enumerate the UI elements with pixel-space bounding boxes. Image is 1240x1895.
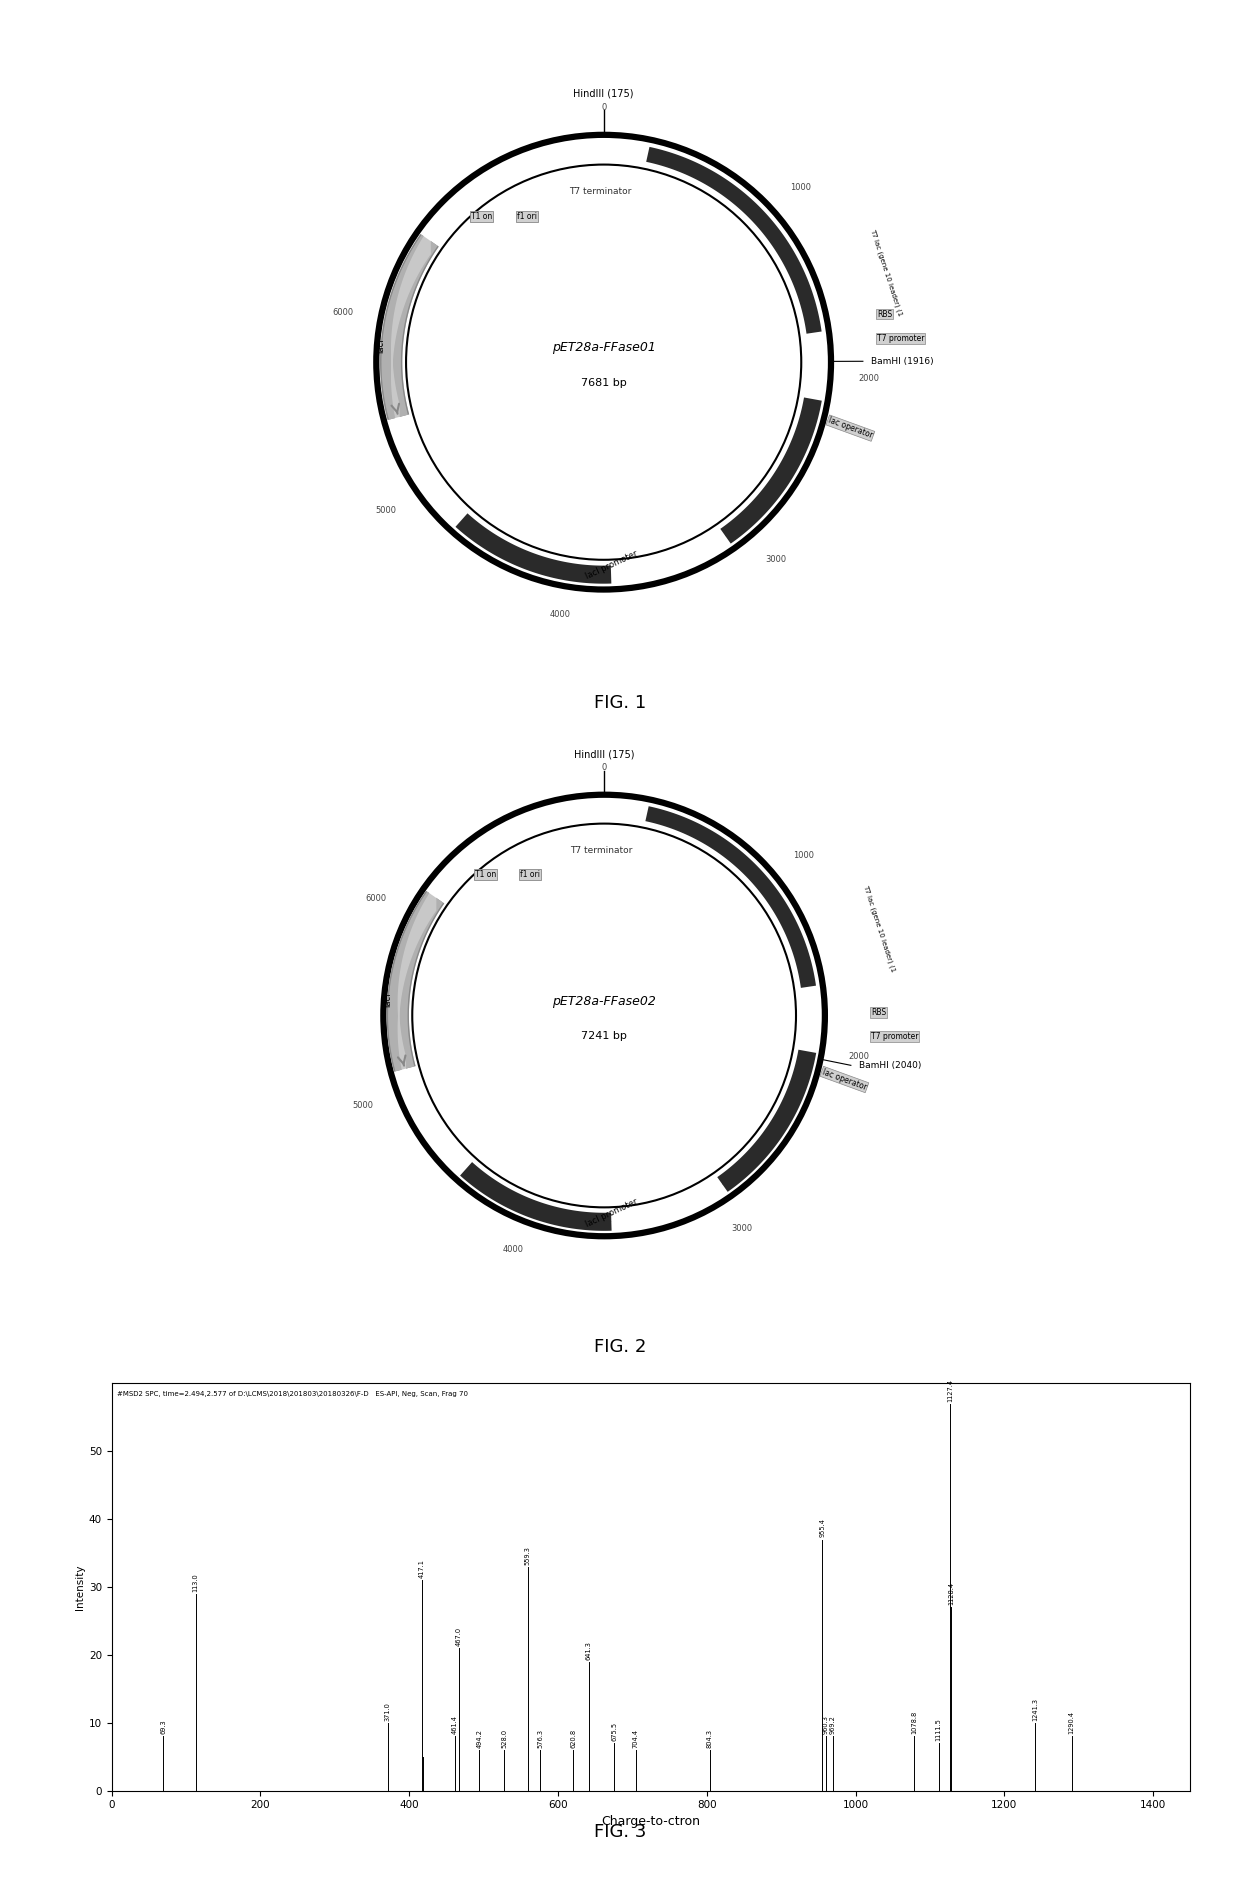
Text: FIG. 3: FIG. 3 — [594, 1823, 646, 1840]
Text: 2000: 2000 — [858, 375, 879, 383]
Text: 969.2: 969.2 — [830, 1715, 836, 1734]
Text: RBS: RBS — [877, 309, 892, 318]
Text: T1 on: T1 on — [475, 870, 496, 879]
Text: HindIII (175): HindIII (175) — [573, 89, 634, 99]
Text: T7 lac (gene 10 leader) (1: T7 lac (gene 10 leader) (1 — [869, 227, 904, 316]
Text: 6000: 6000 — [365, 894, 386, 902]
Text: 528.0: 528.0 — [501, 1728, 507, 1747]
Text: 4000: 4000 — [503, 1245, 525, 1254]
Text: 955.4: 955.4 — [820, 1518, 826, 1537]
Text: 1128.4: 1128.4 — [949, 1582, 954, 1605]
Text: 0: 0 — [601, 102, 606, 112]
Text: 576.3: 576.3 — [537, 1728, 543, 1747]
Text: T1 on: T1 on — [471, 212, 492, 222]
Text: 960.3: 960.3 — [823, 1715, 830, 1734]
Text: 467.0: 467.0 — [456, 1628, 463, 1647]
Text: 704.4: 704.4 — [632, 1728, 639, 1747]
Text: 1078.8: 1078.8 — [911, 1711, 918, 1734]
Text: lacI: lacI — [383, 993, 392, 1006]
Text: 371.0: 371.0 — [384, 1702, 391, 1721]
X-axis label: Charge-to-ctron: Charge-to-ctron — [601, 1815, 701, 1827]
Text: T7 lac (gene 10 leader) (1: T7 lac (gene 10 leader) (1 — [862, 883, 897, 972]
Text: 559.3: 559.3 — [525, 1546, 531, 1565]
Text: 417.1: 417.1 — [419, 1560, 425, 1579]
Text: 494.2: 494.2 — [476, 1728, 482, 1747]
Text: lac operator: lac operator — [827, 415, 874, 440]
Text: 6000: 6000 — [332, 309, 353, 316]
Text: 461.4: 461.4 — [451, 1715, 458, 1734]
Text: pET28a-FFase01: pET28a-FFase01 — [552, 341, 656, 354]
Y-axis label: Intensity: Intensity — [74, 1563, 84, 1611]
Text: 69.3: 69.3 — [160, 1721, 166, 1734]
Text: 5000: 5000 — [376, 506, 397, 515]
Text: 1127.4: 1127.4 — [947, 1378, 954, 1402]
Text: 7681 bp: 7681 bp — [580, 379, 626, 388]
Text: 3000: 3000 — [732, 1224, 753, 1232]
Text: #MSD2 SPC, time=2.494,2.577 of D:\LCMS\2018\201803\20180326\F-D   ES-API, Neg, S: #MSD2 SPC, time=2.494,2.577 of D:\LCMS\2… — [117, 1391, 467, 1397]
Text: BamHI (1916): BamHI (1916) — [870, 356, 934, 366]
Text: 1290.4: 1290.4 — [1069, 1711, 1075, 1734]
Text: 641.3: 641.3 — [585, 1641, 591, 1660]
Text: 0: 0 — [601, 764, 606, 773]
Text: f1 ori: f1 ori — [520, 870, 539, 879]
Text: lacI promoter: lacI promoter — [584, 550, 640, 582]
Text: 804.3: 804.3 — [707, 1728, 713, 1747]
Text: 7241 bp: 7241 bp — [582, 1031, 627, 1040]
Text: lacI: lacI — [376, 339, 386, 352]
Text: HindIII (175): HindIII (175) — [574, 750, 635, 760]
Text: RBS: RBS — [872, 1008, 887, 1018]
Text: T7 promoter: T7 promoter — [877, 334, 924, 343]
Text: 113.0: 113.0 — [192, 1573, 198, 1592]
Text: T7 terminator: T7 terminator — [569, 188, 631, 197]
Text: FIG. 1: FIG. 1 — [594, 694, 646, 711]
Text: 1111.5: 1111.5 — [935, 1719, 941, 1742]
Text: 1241.3: 1241.3 — [1032, 1698, 1038, 1721]
Text: pET28a-FFase02: pET28a-FFase02 — [552, 995, 656, 1008]
Text: 1000: 1000 — [794, 851, 813, 860]
Text: lac operator: lac operator — [821, 1067, 868, 1092]
Text: f1 ori: f1 ori — [517, 212, 537, 222]
Text: T7 promoter: T7 promoter — [872, 1033, 919, 1040]
Text: FIG. 2: FIG. 2 — [594, 1338, 646, 1355]
Text: T7 terminator: T7 terminator — [569, 845, 632, 855]
Text: BamHI (2040): BamHI (2040) — [859, 1061, 921, 1071]
Text: 1000: 1000 — [790, 184, 811, 193]
Text: 3000: 3000 — [765, 555, 786, 563]
Text: 675.5: 675.5 — [611, 1723, 618, 1742]
Text: 2000: 2000 — [848, 1052, 869, 1061]
Text: lacI promoter: lacI promoter — [584, 1198, 640, 1230]
Text: 620.8: 620.8 — [570, 1728, 577, 1747]
Text: 5000: 5000 — [352, 1101, 373, 1110]
Text: 4000: 4000 — [549, 610, 570, 620]
